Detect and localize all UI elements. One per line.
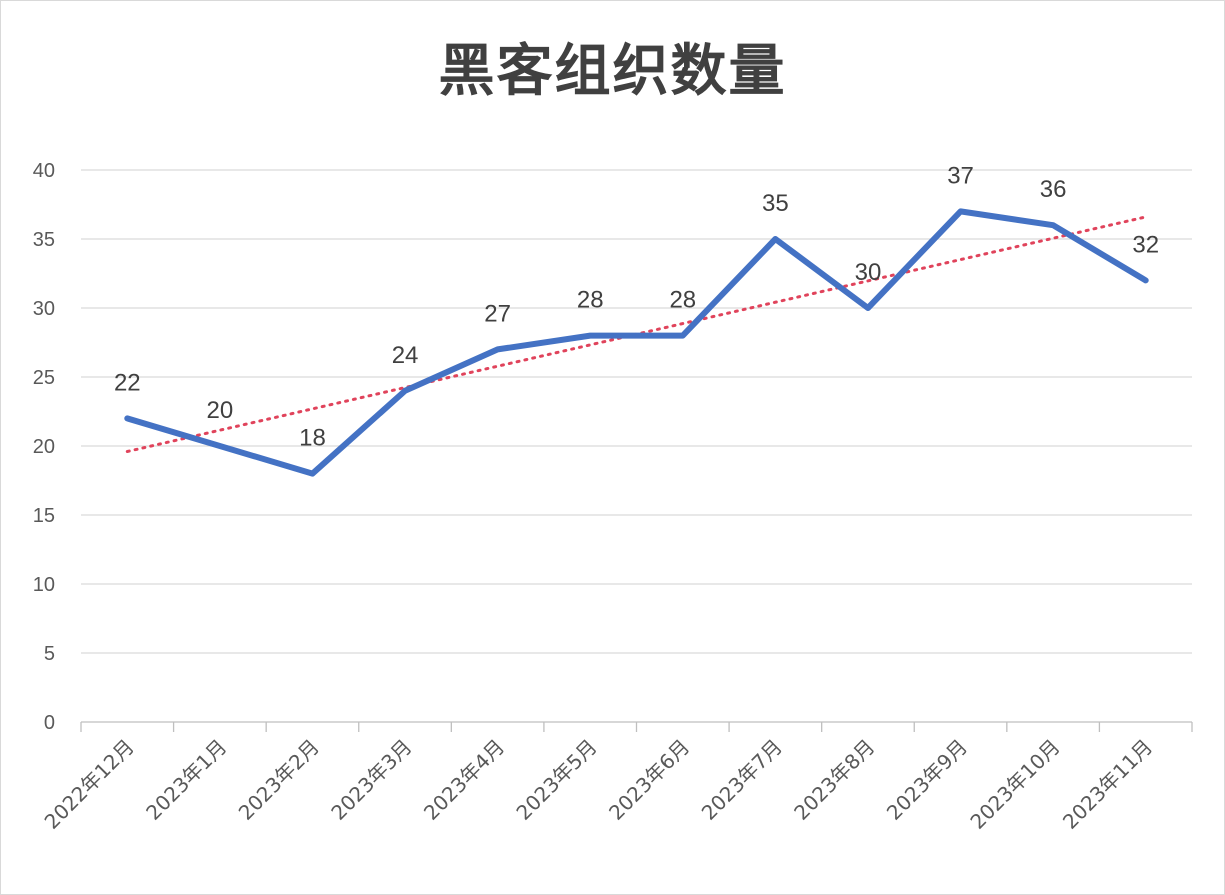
x-tick-label: 2023年3月 bbox=[326, 735, 416, 825]
x-tick-label: 2023年11月 bbox=[1058, 735, 1157, 834]
x-tick-label: 2023年8月 bbox=[789, 735, 879, 825]
data-label: 24 bbox=[392, 342, 419, 369]
x-tick-label: 2023年2月 bbox=[234, 735, 324, 825]
series bbox=[124, 208, 1149, 477]
y-tick-label: 0 bbox=[44, 712, 55, 734]
y-tick-label: 40 bbox=[33, 160, 55, 182]
data-label: 36 bbox=[1040, 176, 1067, 203]
y-tick-label: 20 bbox=[33, 436, 55, 458]
data-label: 37 bbox=[947, 162, 974, 189]
data-label: 35 bbox=[762, 190, 789, 217]
x-tick-label: 2023年5月 bbox=[511, 735, 601, 825]
x-tick-label: 2023年9月 bbox=[882, 735, 972, 825]
x-tick-label: 2023年7月 bbox=[697, 735, 787, 825]
y-axis: 0 5 10 15 20 25 30 35 40 bbox=[33, 160, 55, 734]
data-label: 20 bbox=[207, 397, 234, 424]
gridlines bbox=[81, 169, 1192, 723]
x-tick-label: 2023年10月 bbox=[965, 735, 1064, 834]
data-label: 28 bbox=[577, 287, 604, 314]
x-tick-label: 2023年6月 bbox=[604, 735, 694, 825]
data-label: 32 bbox=[1132, 231, 1159, 258]
data-label: 22 bbox=[114, 369, 141, 396]
x-tick-label: 2023年4月 bbox=[419, 735, 509, 825]
y-tick-label: 5 bbox=[44, 643, 55, 665]
y-tick-label: 30 bbox=[33, 298, 55, 320]
y-tick-label: 35 bbox=[33, 229, 55, 251]
data-labels: 22 20 18 24 27 28 28 35 30 37 36 32 bbox=[114, 162, 1159, 451]
chart-title: 黑客组织数量 bbox=[438, 39, 787, 104]
x-tick-label: 2022年12月 bbox=[40, 735, 139, 834]
data-label: 30 bbox=[855, 259, 882, 286]
data-label: 18 bbox=[299, 425, 326, 452]
series-line bbox=[124, 208, 1149, 477]
y-tick-label: 25 bbox=[33, 367, 55, 389]
data-label: 28 bbox=[669, 287, 696, 314]
y-tick-label: 10 bbox=[33, 574, 55, 596]
data-label: 27 bbox=[484, 300, 511, 327]
y-tick-label: 15 bbox=[33, 505, 55, 527]
x-axis: 2022年12月 2023年1月 2023年2月 2023年3月 2023年4月 2023… bbox=[40, 722, 1193, 834]
x-tick-label: 2023年1月 bbox=[141, 735, 231, 825]
